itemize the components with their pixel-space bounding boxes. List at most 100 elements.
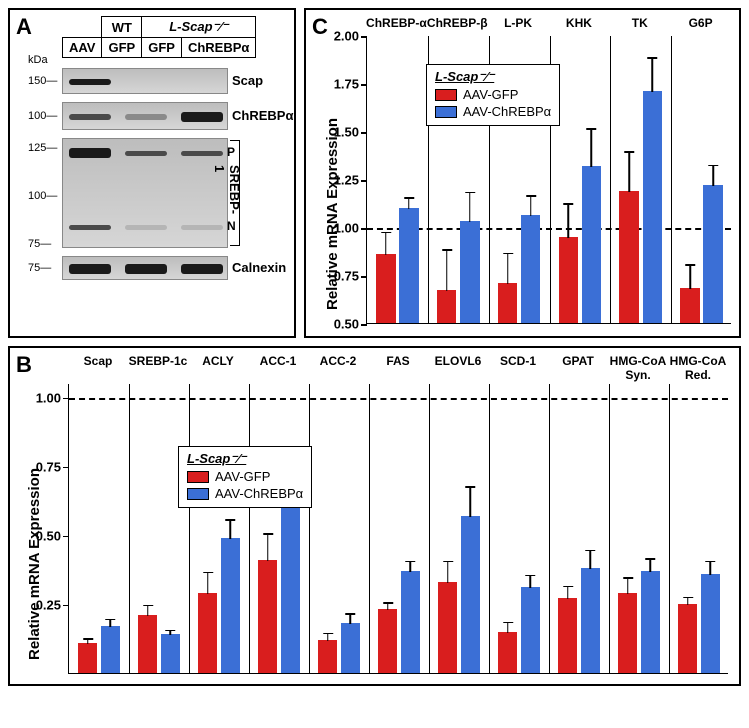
gene-label: SREBP-1c [129,354,188,368]
error-bar [447,561,449,583]
legend-label: AAV-GFP [463,87,518,102]
column-separator [489,384,490,673]
blot-calnexin [62,256,228,280]
band [125,114,167,120]
column-separator [249,384,250,673]
bar [559,237,578,323]
bar [582,166,601,323]
error-bar [267,533,269,561]
gene-label: ChREBP-β [427,16,488,30]
bar [461,516,480,673]
gene-label: KHK [566,16,592,30]
band [69,264,111,274]
legend-item: AAV-ChREBPα [435,104,551,119]
bar [643,91,662,323]
error-bar [530,575,532,589]
bar [281,496,300,673]
legend-title: L-Scap⁻⁄⁻ [187,451,303,467]
bar [619,191,638,323]
error-bar [652,57,654,92]
bar [678,604,697,673]
blot-scap [62,68,228,94]
panel-c-chart: C 0.500.751.001.251.501.752.00Relative m… [304,8,741,338]
mw-marker: 75— [28,238,51,250]
band [125,264,167,274]
legend-item: AAV-GFP [187,469,303,484]
mw-marker: 125— [28,142,57,154]
error-bar [689,264,691,289]
column-separator [309,384,310,673]
bar [161,634,180,673]
error-bar [207,572,209,594]
gene-label: ACC-1 [260,354,297,368]
error-bar [170,630,172,636]
gene-label: Scap [84,354,113,368]
legend-swatch [187,471,209,483]
gene-label: FAS [386,354,409,368]
error-bar [350,613,352,624]
band [181,225,223,230]
column-separator [549,384,550,673]
band [69,79,111,85]
legend-label: AAV-ChREBPα [463,104,551,119]
bar [498,283,517,323]
error-bar [387,602,389,610]
ytick-label: 2.00 [334,29,367,44]
error-bar [470,486,472,516]
y-axis-label: Relative mRNA Expression [324,118,341,310]
panel-c-plot: 0.500.751.001.251.501.752.00Relative mRN… [306,10,739,336]
gene-label: HMG-CoARed. [670,354,727,382]
panel-a-label: A [16,14,32,40]
panel-a-header: WTL-Scap⁻⁄⁻AAVGFPGFPChREBPα [62,16,256,58]
error-bar [628,151,630,191]
error-bar [410,561,412,572]
error-bar [507,622,509,633]
error-bar [327,633,329,641]
band [181,151,223,156]
error-bar [650,558,652,572]
blot-label: Scap [232,73,263,88]
error-bar [567,586,569,600]
column-separator [671,36,672,323]
bar [703,185,722,323]
error-bar [469,192,471,223]
gene-label: ChREBP-α [366,16,427,30]
bar [101,626,120,673]
bar [618,593,637,673]
legend-label: AAV-GFP [215,469,270,484]
bar [376,254,395,323]
gene-label: ACC-2 [320,354,357,368]
error-bar [568,203,570,238]
mw-marker: 75— [28,262,51,274]
bar [78,643,97,673]
kda-label: kDa [28,54,48,66]
gene-label: L-PK [504,16,532,30]
gene-label: G6P [689,16,713,30]
gene-label: GPAT [562,354,594,368]
legend-label: AAV-ChREBPα [215,486,303,501]
bar [581,568,600,673]
legend: L-Scap⁻⁄⁻AAV-GFPAAV-ChREBPα [426,64,560,126]
bar [401,571,420,673]
blot-chrebpα [62,102,228,130]
error-bar [110,619,112,627]
column-separator [189,384,190,673]
mw-marker: 100— [28,190,57,202]
bar [399,208,418,323]
ytick-label: 0.50 [334,317,367,332]
legend-item: AAV-GFP [435,87,551,102]
legend-item: AAV-ChREBPα [187,486,303,501]
bar [341,623,360,673]
error-bar [385,232,387,255]
error-bar [230,519,232,538]
error-bar [590,550,592,569]
error-bar [408,197,410,209]
bar [258,560,277,673]
gene-label: HMG-CoASyn. [610,354,667,382]
error-bar [712,165,714,186]
gene-label: ACLY [202,354,234,368]
bar [460,221,479,323]
column-separator [129,384,130,673]
bar [641,571,660,673]
column-separator [429,384,430,673]
